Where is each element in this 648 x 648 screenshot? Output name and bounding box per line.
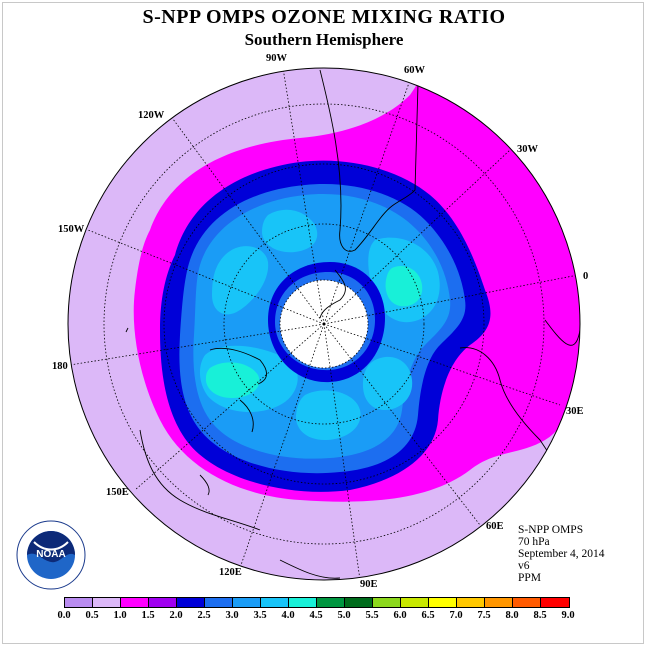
colorbar-tick-label: 9.0 [561, 610, 575, 621]
info-units: PPM [518, 572, 542, 584]
colorbar-tick-label: 0.5 [85, 610, 99, 621]
colorbar-tick-label: 4.0 [281, 610, 295, 621]
lon-label-150w: 150W [58, 224, 85, 235]
colorbar-tick-label: 5.0 [337, 610, 351, 621]
contour-3-5-a [385, 265, 423, 307]
colorbar-swatch [65, 598, 93, 607]
colorbar-tick-label: 6.0 [393, 610, 407, 621]
colorbar-swatch [513, 598, 541, 607]
colorbar-tick-label: 0.0 [57, 610, 71, 621]
coastlines [125, 69, 580, 579]
colorbar-tick-label: 2.5 [197, 610, 211, 621]
colorbar-swatch [457, 598, 485, 607]
colorbar-swatch [401, 598, 429, 607]
colorbar-tick-label: 1.0 [113, 610, 127, 621]
map-border [67, 67, 581, 581]
colorbar-swatch [93, 598, 121, 607]
info-instrument: S-NPP OMPS [518, 524, 584, 536]
colorbar-tick-label: 7.5 [477, 610, 491, 621]
colorbar-swatch [485, 598, 513, 607]
colorbar-tick-label: 1.5 [141, 610, 155, 621]
lon-label-90e: 90E [360, 579, 378, 590]
lon-label-120e: 120E [219, 567, 242, 578]
colorbar-tick-label: 3.5 [253, 610, 267, 621]
colorbar-swatch [233, 598, 261, 607]
colorbar-swatch [121, 598, 149, 607]
colorbar-swatch [541, 598, 569, 607]
contour-3-0-e [295, 390, 361, 440]
noaa-logo: NOAA [16, 520, 86, 590]
colorbar-swatch [429, 598, 457, 607]
colorbar-tick-label: 6.5 [421, 610, 435, 621]
info-level: 70 hPa [518, 536, 550, 548]
colorbar-tick-label: 4.5 [309, 610, 323, 621]
lon-label-60w: 60W [404, 65, 426, 76]
colorbar [64, 597, 570, 608]
lon-label-120w: 120W [138, 110, 165, 121]
lon-label-0: 0 [583, 271, 588, 282]
contour-3-0-b [212, 246, 269, 315]
info-version: v6 [518, 560, 530, 572]
lon-label-90w: 90W [266, 53, 288, 64]
colorbar-tick-label: 8.0 [505, 610, 519, 621]
colorbar-tick-label: 7.0 [449, 610, 463, 621]
colorbar-swatch [205, 598, 233, 607]
colorbar-tick-label: 8.5 [533, 610, 547, 621]
contour-3-0-f [362, 356, 413, 410]
lon-label-60e: 60E [486, 521, 504, 532]
lon-label-30e: 30E [566, 406, 584, 417]
colorbar-ticks: 0.0 0.5 1.0 1.5 2.0 2.5 3.0 3.5 4.0 4.5 5.0 5.5 6.0 6… [0, 610, 648, 626]
colorbar-tick-label: 5.5 [365, 610, 379, 621]
colorbar-swatch [345, 598, 373, 607]
info-block: S-NPP OMPS 70 hPa September 4, 2014 v6 P… [518, 524, 605, 584]
colorbar-tick-label: 2.0 [169, 610, 183, 621]
map-title: S-NPP OMPS OZONE MIXING RATIO [142, 6, 506, 28]
colorbar-swatch [177, 598, 205, 607]
contour-3-5-b [205, 362, 260, 398]
colorbar-swatch [261, 598, 289, 607]
colorbar-swatch [317, 598, 345, 607]
lon-label-180: 180 [52, 361, 68, 372]
graticule [69, 68, 579, 580]
svg-text:NOAA: NOAA [36, 549, 65, 560]
lon-label-30w: 30W [517, 144, 539, 155]
contour-3-0-a [262, 209, 318, 253]
map-subtitle: Southern Hemisphere [244, 30, 404, 49]
colorbar-tick-label: 3.0 [225, 610, 239, 621]
colorbar-swatch [373, 598, 401, 607]
info-date: September 4, 2014 [518, 548, 605, 560]
lon-label-150e: 150E [106, 487, 129, 498]
colorbar-swatch [149, 598, 177, 607]
colorbar-swatch [289, 598, 317, 607]
